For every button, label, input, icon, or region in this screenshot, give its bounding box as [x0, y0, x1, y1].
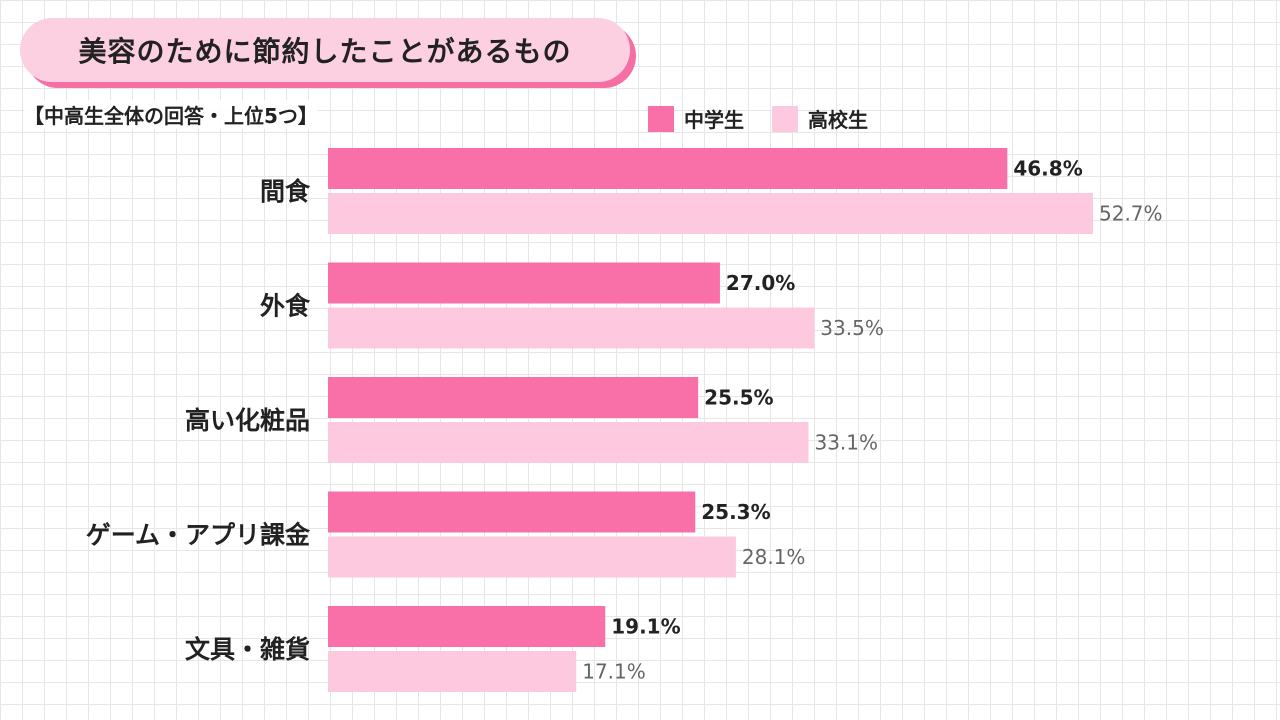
bar-high-school-2 [328, 422, 809, 463]
value-label-middle-school-1: 27.0% [726, 271, 795, 295]
category-label-2: 高い化粧品 [185, 406, 310, 435]
value-label-middle-school-0: 46.8% [1013, 157, 1082, 181]
bar-middle-school-3 [328, 491, 696, 533]
legend-item-high-school: 高校生 [772, 104, 868, 133]
chart-title: 美容のために節約したことがあるもの [20, 18, 630, 82]
category-label-0: 間食 [260, 177, 311, 206]
category-label-1: 外食 [260, 292, 311, 321]
legend-item-middle-school: 中学生 [648, 104, 744, 133]
bar-high-school-3 [328, 536, 736, 578]
legend-swatch-middle-school [648, 105, 674, 132]
legend: 中学生 高校生 [648, 104, 868, 133]
bar-middle-school-1 [328, 262, 720, 304]
category-label-4: 文具・雑貨 [185, 635, 310, 664]
bar-high-school-1 [328, 307, 815, 349]
value-label-high-school-3: 28.1% [742, 545, 806, 569]
value-label-high-school-0: 52.7% [1099, 202, 1163, 226]
chart-subtitle: 【中高生全体の回答・上位5つ】 [24, 100, 318, 129]
bar-middle-school-0 [328, 148, 1008, 189]
legend-swatch-high-school [772, 105, 798, 132]
legend-label-middle-school: 中学生 [684, 108, 744, 132]
value-label-middle-school-2: 25.5% [704, 386, 773, 410]
bar-high-school-4 [328, 651, 577, 692]
value-label-high-school-4: 17.1% [582, 660, 646, 684]
value-label-high-school-1: 33.5% [820, 316, 884, 340]
bar-middle-school-4 [328, 606, 606, 647]
value-label-middle-school-3: 25.3% [701, 500, 770, 524]
bar-high-school-0 [328, 193, 1093, 234]
value-label-high-school-2: 33.1% [814, 431, 878, 455]
value-label-middle-school-4: 19.1% [611, 615, 680, 639]
legend-label-high-school: 高校生 [808, 108, 868, 132]
category-label-3: ゲーム・アプリ課金 [86, 521, 311, 550]
bar-middle-school-2 [328, 377, 699, 418]
